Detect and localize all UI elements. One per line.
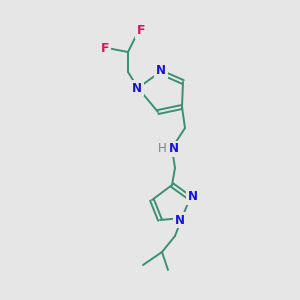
Text: H: H <box>158 142 166 155</box>
Text: N: N <box>132 82 142 94</box>
Text: N: N <box>175 214 185 226</box>
Text: F: F <box>137 25 145 38</box>
Text: N: N <box>169 142 179 155</box>
Text: N: N <box>188 190 198 203</box>
Text: N: N <box>156 64 166 77</box>
Text: F: F <box>101 41 109 55</box>
